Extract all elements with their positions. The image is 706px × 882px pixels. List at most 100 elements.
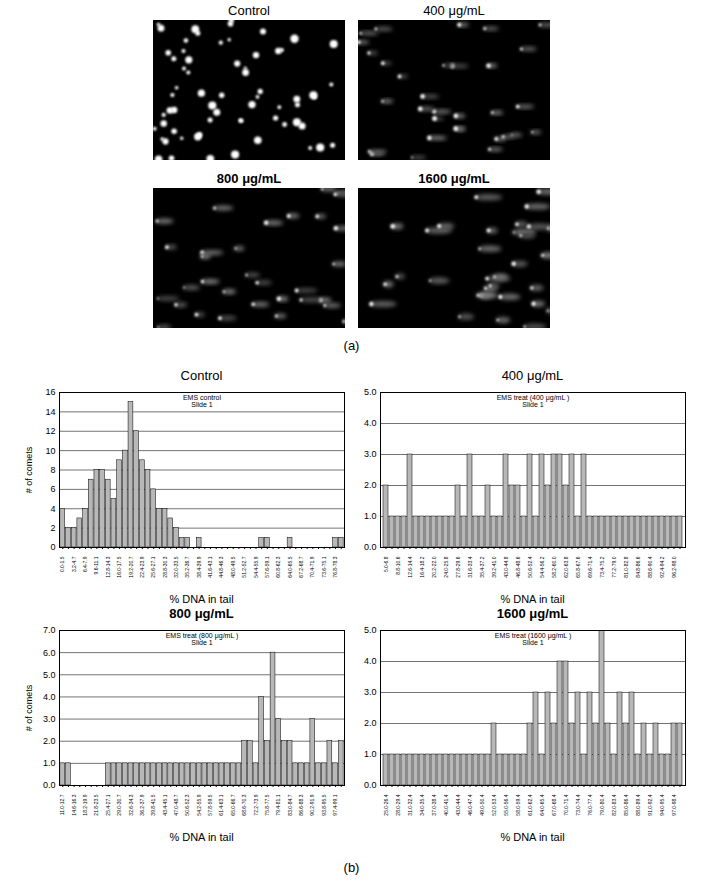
svg-text:25.6-27.1: 25.6-27.1	[150, 556, 156, 577]
svg-text:25.4-27.1: 25.4-27.1	[105, 794, 111, 815]
svg-text:86.6-88.3: 86.6-88.3	[298, 794, 304, 815]
svg-text:44.8-46.3: 44.8-46.3	[218, 556, 224, 577]
svg-text:60.8-62.3: 60.8-62.3	[275, 556, 281, 577]
svg-text:31.0-32.4: 31.0-32.4	[407, 794, 413, 815]
svg-text:0.0-1.5: 0.0-1.5	[59, 556, 65, 572]
svg-text:0.0: 0.0	[43, 780, 56, 790]
svg-text:4: 4	[50, 504, 55, 514]
svg-text:1.0: 1.0	[364, 749, 377, 759]
svg-text:67.2-68.7: 67.2-68.7	[298, 556, 304, 577]
svg-text:70.0-71.4: 70.0-71.4	[563, 794, 569, 815]
svg-text:9.6-11.1: 9.6-11.1	[93, 556, 99, 574]
svg-text:16.0-17.5: 16.0-17.5	[116, 556, 122, 577]
svg-text:0.0: 0.0	[364, 542, 377, 552]
svg-text:93.8-95.5: 93.8-95.5	[321, 794, 327, 815]
svg-text:40.0-41.4: 40.0-41.4	[443, 794, 449, 815]
svg-text:61.4-63.1: 61.4-63.1	[218, 794, 224, 815]
svg-text:20.2-22.0: 20.2-22.0	[431, 556, 437, 577]
svg-text:7.0: 7.0	[43, 625, 56, 635]
svg-text:24.0-25.8: 24.0-25.8	[443, 556, 449, 577]
svg-text:57.8-59.5: 57.8-59.5	[207, 794, 213, 815]
svg-text:94.0-95.4: 94.0-95.4	[659, 794, 665, 815]
svg-text:16: 16	[45, 387, 55, 397]
svg-text:79.4-81.1: 79.4-81.1	[275, 794, 281, 815]
svg-text:2: 2	[50, 523, 55, 533]
svg-text:28.0-29.4: 28.0-29.4	[395, 794, 401, 815]
svg-text:62.0-63.8: 62.0-63.8	[563, 556, 569, 577]
svg-text:97.0-98.4: 97.0-98.4	[671, 794, 677, 815]
svg-text:21.8-23.5: 21.8-23.5	[93, 794, 99, 815]
svg-text:6.4-7.9: 6.4-7.9	[82, 556, 88, 572]
svg-text:73.0-74.4: 73.0-74.4	[575, 794, 581, 815]
svg-text:5.0: 5.0	[364, 625, 377, 635]
svg-text:81.0-82.8: 81.0-82.8	[623, 556, 629, 577]
svg-text:77.2-79.0: 77.2-79.0	[611, 556, 617, 577]
svg-text:76.0-77.4: 76.0-77.4	[587, 794, 593, 815]
svg-text:2.0: 2.0	[364, 480, 377, 490]
svg-text:8: 8	[50, 465, 55, 475]
svg-text:3.0: 3.0	[364, 687, 377, 697]
svg-text:64.0-65.5: 64.0-65.5	[287, 556, 293, 577]
svg-text:6.0: 6.0	[43, 648, 56, 658]
svg-text:2.0: 2.0	[364, 718, 377, 728]
svg-text:32.0-33.5: 32.0-33.5	[173, 556, 179, 577]
svg-text:34.0-35.4: 34.0-35.4	[419, 794, 425, 815]
svg-text:18.2-19.9: 18.2-19.9	[82, 794, 88, 815]
svg-text:# of comets: # of comets	[24, 684, 34, 731]
svg-text:67.0-68.4: 67.0-68.4	[551, 794, 557, 815]
svg-text:EMS treat (1600 μg/mL )Slide 1: EMS treat (1600 μg/mL )Slide 1	[495, 632, 572, 646]
svg-text:73.4-75.2: 73.4-75.2	[599, 556, 605, 577]
svg-text:19.2-20.7: 19.2-20.7	[128, 556, 134, 577]
svg-text:16.4-18.2: 16.4-18.2	[419, 556, 425, 577]
svg-text:97.4-99.1: 97.4-99.1	[332, 794, 338, 815]
svg-text:2.0: 2.0	[43, 736, 56, 746]
svg-text:1.0: 1.0	[43, 758, 56, 768]
svg-text:EMS controlSlide 1: EMS controlSlide 1	[183, 394, 222, 408]
svg-text:37.0-38.4: 37.0-38.4	[431, 794, 437, 815]
svg-text:91.0-92.4: 91.0-92.4	[647, 794, 653, 815]
svg-text:6: 6	[50, 484, 55, 494]
svg-text:79.0-80.4: 79.0-80.4	[599, 794, 605, 815]
svg-text:4.0: 4.0	[364, 656, 377, 666]
svg-text:88.0-89.4: 88.0-89.4	[635, 794, 641, 815]
svg-text:65.8-67.6: 65.8-67.6	[575, 556, 581, 577]
svg-text:49.0-50.4: 49.0-50.4	[479, 794, 485, 815]
svg-text:48.0-49.5: 48.0-49.5	[230, 556, 236, 577]
svg-text:55.0-56.4: 55.0-56.4	[503, 794, 509, 815]
svg-text:38.4-39.9: 38.4-39.9	[196, 556, 202, 577]
svg-text:27.8-29.6: 27.8-29.6	[455, 556, 461, 577]
svg-text:35.2-36.7: 35.2-36.7	[184, 556, 190, 577]
svg-text:82.0-83.4: 82.0-83.4	[611, 794, 617, 815]
svg-text:3.2-4.7: 3.2-4.7	[71, 556, 77, 572]
svg-text:14.6-16.3: 14.6-16.3	[71, 794, 77, 815]
svg-text:96.2-98.0: 96.2-98.0	[671, 556, 677, 577]
svg-text:39.8-41.5: 39.8-41.5	[150, 794, 156, 815]
svg-text:32.6-34.3: 32.6-34.3	[128, 794, 134, 815]
svg-text:43.4-45.1: 43.4-45.1	[162, 794, 168, 815]
svg-text:8.8-10.6: 8.8-10.6	[395, 556, 401, 575]
svg-text:50.6-52.4: 50.6-52.4	[527, 556, 533, 577]
svg-text:25.0-26.4: 25.0-26.4	[383, 794, 389, 815]
svg-text:90.2-91.9: 90.2-91.9	[309, 794, 315, 815]
svg-text:50.6-52.3: 50.6-52.3	[184, 794, 190, 815]
svg-text:# of comets: # of comets	[24, 446, 34, 493]
svg-text:43.0-44.8: 43.0-44.8	[503, 556, 509, 577]
svg-text:1.0: 1.0	[364, 511, 377, 521]
svg-text:0: 0	[50, 542, 55, 552]
svg-text:65.0-66.7: 65.0-66.7	[230, 794, 236, 815]
svg-text:5.0-6.8: 5.0-6.8	[383, 556, 389, 572]
svg-text:75.8-77.5: 75.8-77.5	[264, 794, 270, 815]
svg-text:92.4-94.2: 92.4-94.2	[659, 556, 665, 577]
svg-text:68.6-70.3: 68.6-70.3	[241, 794, 247, 815]
svg-text:85.0-86.4: 85.0-86.4	[623, 794, 629, 815]
svg-text:54.2-55.9: 54.2-55.9	[196, 794, 202, 815]
svg-text:54.4-55.9: 54.4-55.9	[253, 556, 259, 577]
svg-text:41.6-43.1: 41.6-43.1	[207, 556, 213, 577]
svg-text:0.0: 0.0	[364, 780, 377, 790]
svg-text:29.0-30.7: 29.0-30.7	[116, 794, 122, 815]
svg-text:31.6-33.4: 31.6-33.4	[467, 556, 473, 577]
svg-text:35.4-37.2: 35.4-37.2	[479, 556, 485, 577]
svg-text:83.0-84.7: 83.0-84.7	[287, 794, 293, 815]
svg-text:76.8-78.3: 76.8-78.3	[332, 556, 338, 577]
svg-text:10: 10	[45, 446, 55, 456]
